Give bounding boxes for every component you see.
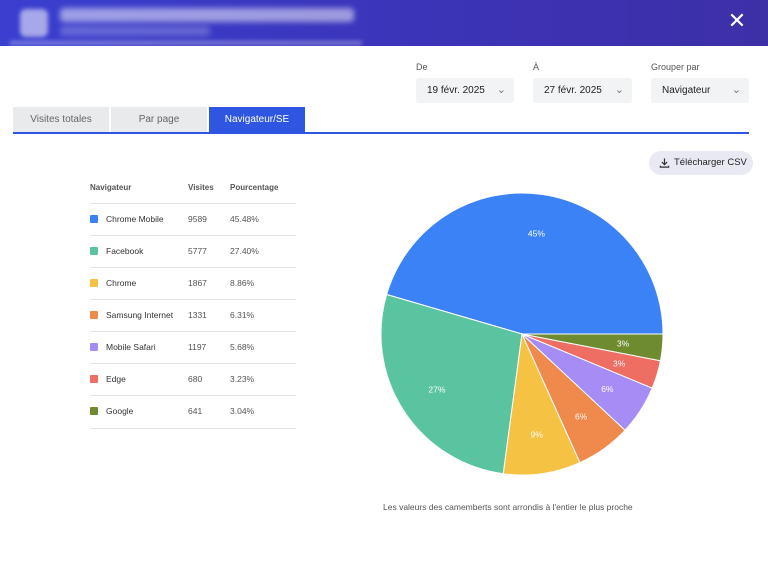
browser-name: Edge (106, 374, 126, 384)
tab-total-visits[interactable]: Visites totales (13, 107, 109, 132)
table-row: Chrome Mobile 9589 45.48% (90, 203, 296, 235)
redacted-bar (10, 41, 362, 45)
table-divider (90, 428, 296, 429)
group-by-select[interactable]: Navigateur ⌄ (651, 78, 749, 103)
to-label: À (533, 62, 540, 72)
color-swatch (90, 407, 98, 415)
redacted-title (60, 8, 354, 22)
percentage-value: 6.31% (230, 310, 255, 320)
browser-name: Chrome (106, 278, 137, 288)
from-date-value: 19 févr. 2025 (427, 85, 485, 96)
color-swatch (90, 279, 98, 287)
pie-slice-label: 3% (617, 339, 630, 349)
browser-name: Facebook (106, 246, 144, 256)
browser-name: Samsung Internet (106, 310, 174, 320)
percentage-value: 27.40% (230, 246, 259, 256)
visits-value: 5777 (188, 246, 207, 256)
table-row: Google 641 3.04% (90, 395, 296, 427)
pie-slice-chrome-mobile[interactable] (386, 192, 664, 335)
table-row: Samsung Internet 1331 6.31% (90, 299, 296, 331)
column-header-percentage: Pourcentage (230, 183, 279, 192)
percentage-value: 3.04% (230, 406, 255, 416)
visits-value: 1197 (188, 342, 207, 352)
pie-slice-label: 45% (528, 229, 545, 239)
group-by-value: Navigateur (662, 85, 711, 96)
table-row: Chrome 1867 8.86% (90, 267, 296, 299)
download-icon (659, 158, 670, 168)
browser-name: Google (106, 406, 134, 416)
download-csv-label: Télécharger CSV (674, 157, 747, 168)
from-label: De (416, 62, 428, 72)
pie-slice-label: 6% (601, 384, 614, 394)
browser-pie-chart: 45% 27% 9% 6% 6% 3% 3% (380, 192, 664, 476)
percentage-value: 8.86% (230, 278, 255, 288)
visits-value: 680 (188, 374, 203, 384)
chevron-down-icon: ⌄ (496, 84, 506, 96)
color-swatch (90, 375, 98, 383)
color-swatch (90, 247, 98, 255)
color-swatch (90, 343, 98, 351)
pie-rounding-note: Les valeurs des camemberts sont arrondis… (383, 502, 633, 512)
color-swatch (90, 311, 98, 319)
group-by-label: Grouper par (651, 62, 700, 72)
browser-name: Mobile Safari (106, 342, 156, 352)
browser-name: Chrome Mobile (106, 214, 164, 224)
pie-slice-label: 6% (575, 412, 588, 422)
visits-value: 1867 (188, 278, 207, 288)
pie-slice-facebook[interactable] (380, 293, 523, 475)
dialog-header: ✕ (0, 0, 768, 46)
tab-browser-os[interactable]: Navigateur/SE (209, 107, 305, 132)
visits-value: 641 (188, 406, 203, 416)
chevron-down-icon: ⌄ (731, 84, 741, 96)
to-date-select[interactable]: 27 févr. 2025 ⌄ (533, 78, 632, 103)
table-row: Edge 680 3.23% (90, 363, 296, 395)
percentage-value: 3.23% (230, 374, 255, 384)
to-date-value: 27 févr. 2025 (544, 85, 602, 96)
tab-underline (13, 132, 749, 134)
table-row: Mobile Safari 1197 5.68% (90, 331, 296, 363)
tab-by-page[interactable]: Par page (111, 107, 207, 132)
table-row: Facebook 5777 27.40% (90, 235, 296, 267)
visits-value: 1331 (188, 310, 207, 320)
pie-slice-label: 9% (531, 429, 544, 439)
percentage-value: 5.68% (230, 342, 255, 352)
avatar (20, 9, 48, 37)
pie-slice-label: 27% (428, 384, 445, 394)
visits-value: 9589 (188, 214, 207, 224)
column-header-browser: Navigateur (90, 183, 132, 192)
percentage-value: 45.48% (230, 214, 259, 224)
column-header-visits: Visites (188, 183, 214, 192)
redacted-subtitle (60, 26, 210, 36)
pie-slice-label: 3% (613, 358, 626, 368)
close-icon[interactable]: ✕ (727, 8, 747, 33)
from-date-select[interactable]: 19 févr. 2025 ⌄ (416, 78, 514, 103)
color-swatch (90, 215, 98, 223)
pie-slice-google[interactable] (521, 333, 664, 362)
chevron-down-icon: ⌄ (614, 84, 624, 96)
download-csv-button[interactable]: Télécharger CSV (649, 151, 753, 175)
